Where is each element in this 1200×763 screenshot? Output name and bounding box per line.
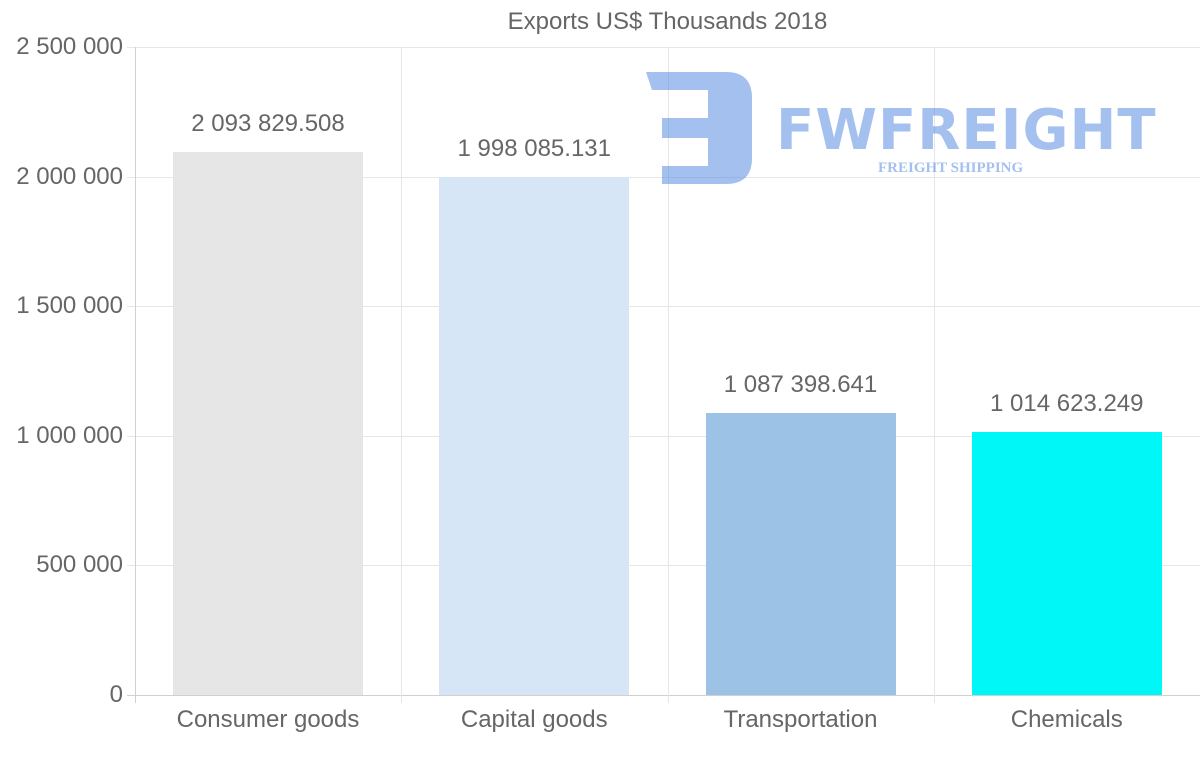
bar-capital-goods[interactable] bbox=[439, 177, 630, 695]
bar-chemicals[interactable] bbox=[971, 432, 1162, 695]
gridline-horizontal bbox=[127, 565, 1200, 567]
y-tick-label: 1 000 000 bbox=[16, 421, 123, 449]
y-tick-label: 500 000 bbox=[36, 551, 123, 579]
plot-area: 2 093 829.508 1 998 085.131 1 087 398.641 1… bbox=[127, 47, 1200, 703]
bar-transportation[interactable] bbox=[705, 413, 896, 695]
gridline-vertical bbox=[135, 47, 136, 703]
gridline-vertical bbox=[401, 47, 403, 703]
bar-value-label: 1 014 623.249 bbox=[990, 390, 1144, 417]
bar-value-label: 2 093 829.508 bbox=[191, 110, 345, 138]
gridline-horizontal bbox=[127, 435, 1200, 437]
x-tick-label: Consumer goods bbox=[176, 706, 360, 733]
gridline-vertical bbox=[667, 47, 669, 703]
y-tick-label: 2 000 000 bbox=[16, 162, 123, 190]
gridline-vertical bbox=[933, 47, 935, 703]
gridline-horizontal bbox=[127, 695, 1200, 696]
y-tick-label: 2 500 000 bbox=[16, 33, 123, 60]
bar-value-label: 1 087 398.641 bbox=[723, 371, 878, 399]
gridline-horizontal bbox=[127, 306, 1200, 308]
y-tick-label: 1 500 000 bbox=[16, 292, 123, 320]
chart-title: Exports US$ Thousands 2018 bbox=[507, 8, 828, 35]
x-tick-label: Capital goods bbox=[460, 706, 608, 733]
gridline-horizontal bbox=[127, 47, 1200, 48]
x-tick-label: Transportation bbox=[723, 706, 878, 733]
bar-value-label: 1 998 085.131 bbox=[457, 135, 611, 163]
x-tick-label: Chemicals bbox=[1010, 706, 1123, 733]
bar-consumer-goods[interactable] bbox=[173, 152, 364, 695]
y-tick-label: 0 bbox=[109, 681, 123, 708]
